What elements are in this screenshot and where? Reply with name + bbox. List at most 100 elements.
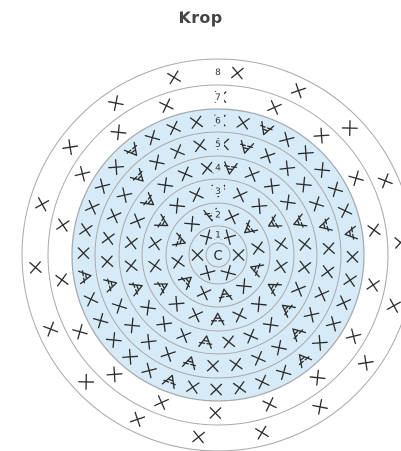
single-crochet-stitch (377, 173, 393, 189)
single-crochet-stitch (325, 316, 342, 332)
single-crochet-stitch (77, 247, 90, 260)
round-label-bg (212, 229, 224, 240)
single-crochet-stitch (124, 317, 141, 334)
single-crochet-stitch (345, 328, 362, 345)
single-crochet-stitch (159, 98, 174, 113)
round-label-8: 8 (215, 68, 221, 78)
single-crochet-stitch (110, 124, 127, 141)
single-crochet-stitch (101, 231, 115, 245)
single-crochet-stitch (144, 129, 161, 146)
single-crochet-stitch (209, 407, 222, 419)
increase-stitch (240, 139, 255, 154)
single-crochet-stitch (314, 161, 331, 178)
single-crochet-stitch (92, 312, 109, 329)
single-crochet-stitch (321, 265, 335, 279)
increase-stitch (267, 214, 283, 229)
single-crochet-stitch (124, 259, 138, 273)
single-crochet-stitch (312, 399, 328, 415)
single-crochet-stitch (232, 381, 247, 395)
single-crochet-stitch (56, 218, 70, 232)
single-crochet-stitch (111, 298, 128, 314)
single-crochet-stitch (394, 236, 401, 249)
single-crochet-stitch (243, 328, 259, 344)
single-crochet-stitch (154, 395, 169, 410)
round-label-bg (212, 115, 224, 126)
increase-stitch (281, 304, 296, 318)
single-crochet-stitch (148, 259, 162, 273)
single-crochet-stitch (260, 148, 276, 164)
single-crochet-stitch (244, 166, 260, 182)
round-label-bg (212, 209, 224, 220)
round-ring-3 (141, 178, 295, 332)
single-crochet-stitch (192, 430, 205, 444)
increase-stitch (293, 213, 308, 228)
single-crochet-stitch (254, 374, 270, 390)
single-crochet-stitch (291, 281, 307, 297)
single-crochet-stitch (250, 296, 267, 313)
single-crochet-stitch (170, 144, 185, 160)
single-crochet-stitch (124, 236, 138, 250)
single-crochet-stitch (346, 250, 359, 263)
single-crochet-stitch (262, 316, 279, 333)
single-crochet-stitch (184, 215, 201, 232)
round-ring-4 (118, 155, 318, 355)
single-crochet-stitch (231, 66, 244, 80)
increase-stitch (140, 192, 155, 206)
single-crochet-stitch (78, 373, 95, 390)
single-crochet-stitch (262, 397, 277, 412)
single-crochet-stitch (108, 95, 124, 111)
single-crochet-stitch (295, 176, 312, 193)
single-crochet-stitch (169, 197, 186, 214)
single-crochet-stitch (279, 194, 296, 211)
single-crochet-stitch (343, 273, 357, 287)
increase-stitch (161, 374, 176, 389)
single-crochet-stitch (298, 260, 312, 274)
single-crochet-stitch (336, 295, 352, 311)
round-labels: 1 2 3 4 5 6 7 8 (212, 67, 224, 241)
single-crochet-stitch (35, 197, 50, 212)
single-crochet-stitch (236, 116, 250, 130)
single-crochet-stitch (235, 278, 252, 295)
increase-stitch (260, 121, 275, 136)
single-crochet-stitch (327, 181, 344, 198)
single-crochet-stitch (309, 369, 326, 386)
single-crochet-stitch (210, 383, 223, 396)
increase-stitch (223, 161, 238, 175)
single-crochet-stitch (166, 120, 182, 136)
round-ring-7 (47, 84, 389, 426)
single-crochet-stitch (140, 299, 157, 316)
single-crochet-stitch (140, 333, 157, 350)
single-crochet-stitch (122, 348, 139, 365)
single-crochet-stitch (206, 359, 219, 372)
single-crochet-stitch (232, 187, 248, 203)
increase-stitch (318, 217, 333, 232)
round-label-bg (212, 139, 224, 149)
single-crochet-stitch (29, 261, 42, 274)
rings-layer (21, 58, 401, 451)
single-crochet-stitch (189, 115, 204, 129)
single-crochet-stitch (188, 307, 204, 323)
diagram-title: Krop (178, 8, 223, 27)
round-label-2: 2 (215, 211, 221, 221)
single-crochet-stitch (106, 366, 123, 383)
round-label-bg (212, 162, 224, 173)
single-crochet-stitch (101, 255, 114, 268)
single-crochet-stitch (199, 264, 216, 281)
round-label-6: 6 (215, 117, 221, 127)
increase-stitch (267, 282, 282, 297)
single-crochet-stitch (94, 178, 111, 194)
single-crochet-stitch (224, 209, 240, 225)
round-label-1: 1 (215, 231, 221, 241)
increase-stitch (103, 278, 118, 293)
increase-stitch (218, 288, 233, 303)
round-label-7: 7 (215, 93, 221, 103)
single-crochet-stitch (267, 100, 282, 115)
single-crochet-stitch (148, 236, 162, 251)
single-crochet-stitch (251, 241, 265, 255)
round-label-5: 5 (215, 140, 221, 150)
single-crochet-stitch (322, 242, 335, 255)
single-crochet-stitch (297, 145, 314, 162)
single-crochet-stitch (232, 307, 247, 323)
round-ring-1 (188, 225, 248, 285)
